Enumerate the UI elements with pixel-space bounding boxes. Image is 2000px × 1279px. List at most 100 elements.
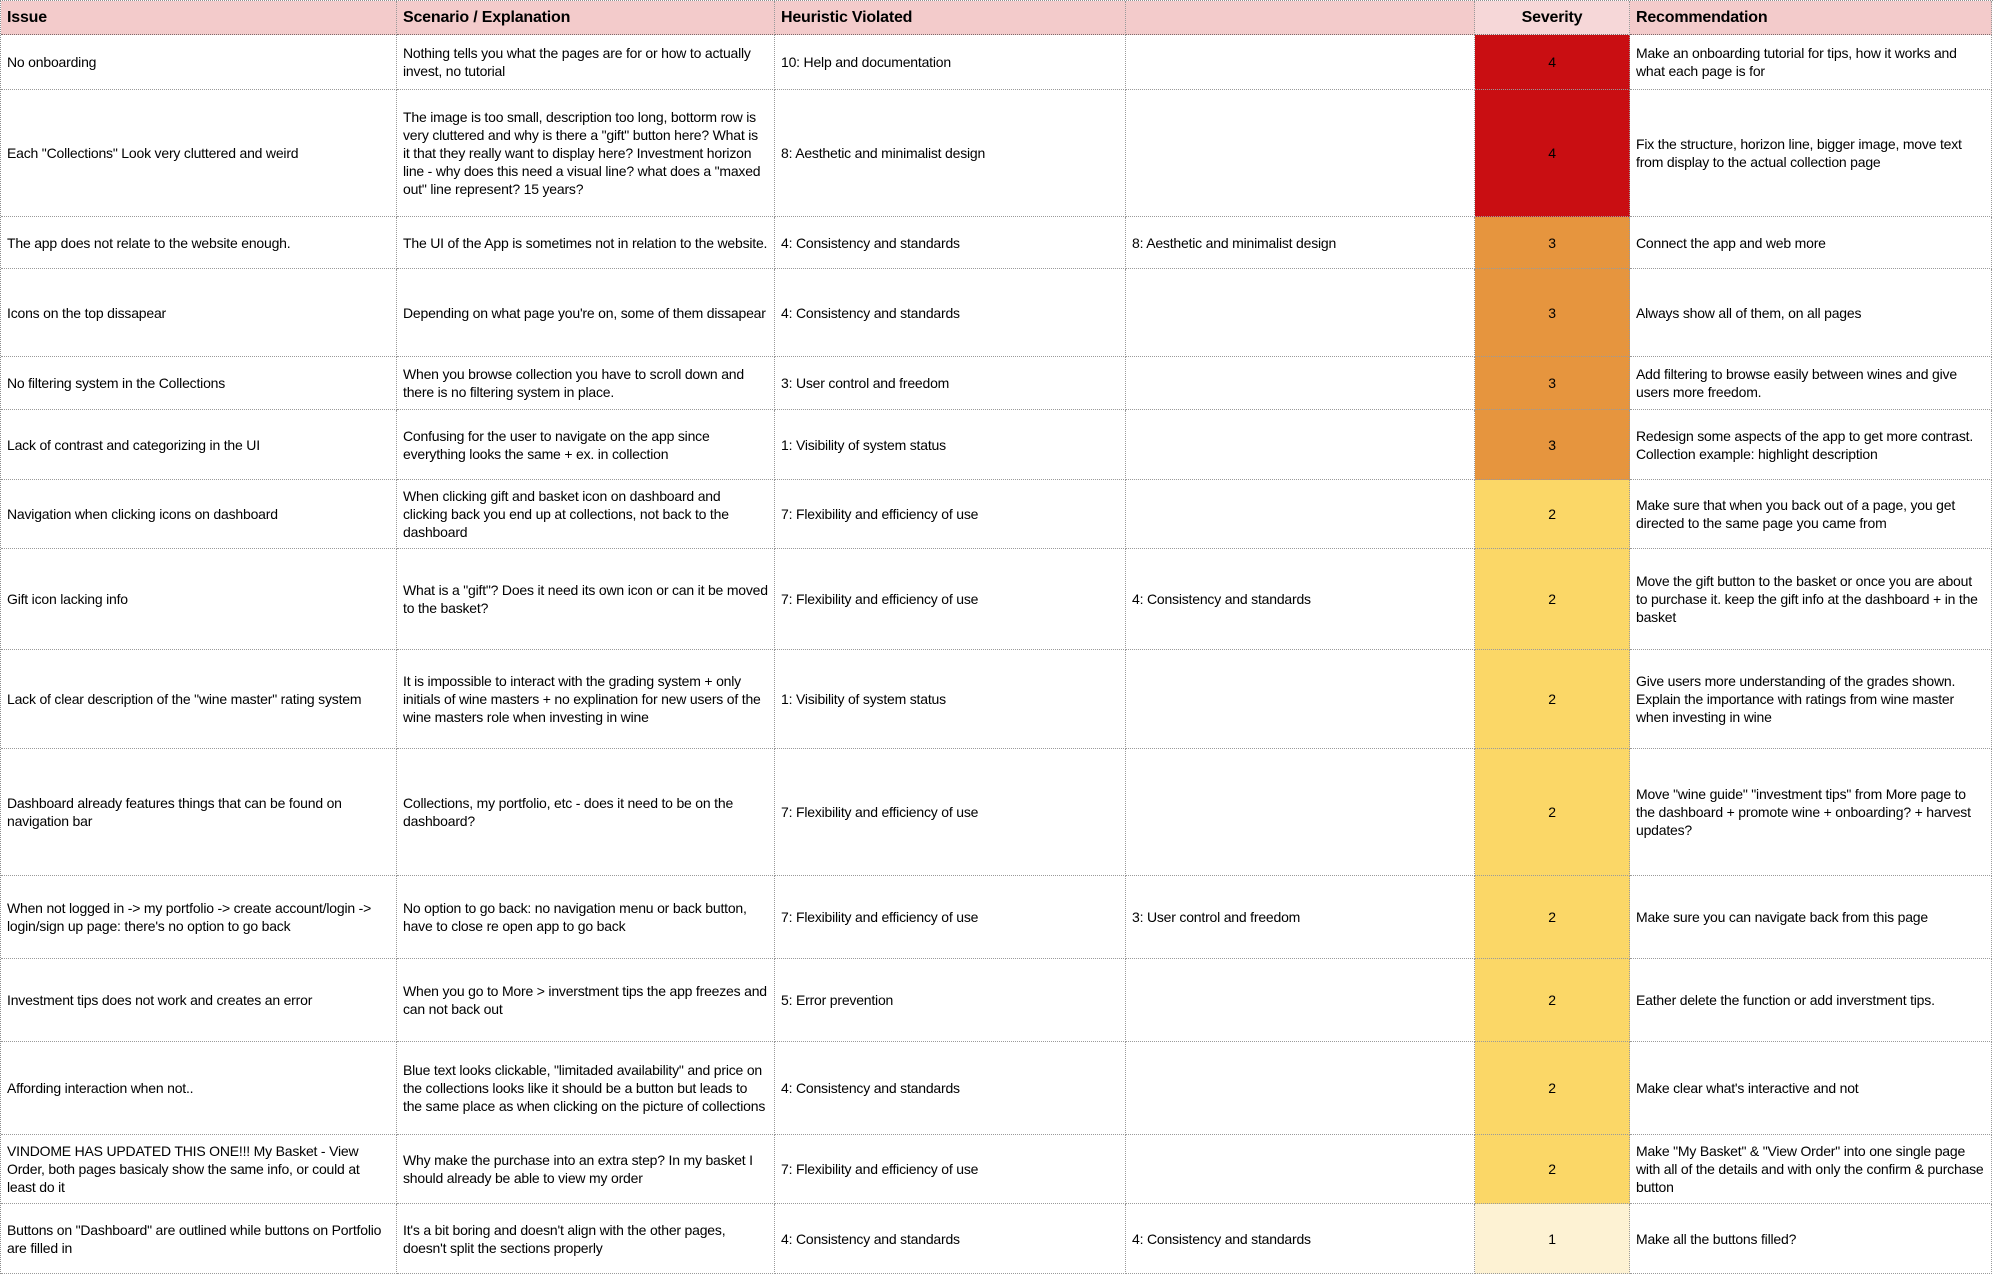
heuristic-2-cell: 3: User control and freedom	[1126, 876, 1475, 959]
heuristic-2-cell	[1126, 357, 1475, 410]
table-row: Icons on the top dissapear Depending on …	[1, 269, 1993, 357]
issue-cell: Affording interaction when not..	[1, 1042, 397, 1135]
severity-cell: 3	[1475, 410, 1630, 480]
scenario-cell: When you go to More > inverstment tips t…	[397, 959, 775, 1042]
header-scenario: Scenario / Explanation	[397, 1, 775, 35]
scenario-cell: The image is too small, description too …	[397, 90, 775, 217]
table-row: No onboarding Nothing tells you what the…	[1, 35, 1993, 90]
severity-cell: 2	[1475, 1135, 1630, 1204]
scenario-cell: What is a "gift"? Does it need its own i…	[397, 549, 775, 650]
recommendation-cell: Move "wine guide" "investment tips" from…	[1630, 749, 1992, 876]
heuristic-cell: 3: User control and freedom	[775, 357, 1126, 410]
scenario-cell: When you browse collection you have to s…	[397, 357, 775, 410]
scenario-cell: Confusing for the user to navigate on th…	[397, 410, 775, 480]
heuristic-cell: 4: Consistency and standards	[775, 217, 1126, 269]
heuristic-cell: 4: Consistency and standards	[775, 1042, 1126, 1135]
recommendation-cell: Make all the buttons filled?	[1630, 1204, 1992, 1274]
scenario-cell: It's a bit boring and doesn't align with…	[397, 1204, 775, 1274]
issue-cell: The app does not relate to the website e…	[1, 217, 397, 269]
issue-cell: Buttons on "Dashboard" are outlined whil…	[1, 1204, 397, 1274]
table-row: Affording interaction when not.. Blue te…	[1, 1042, 1993, 1135]
header-recommendation: Recommendation	[1630, 1, 1992, 35]
heuristic-cell: 8: Aesthetic and minimalist design	[775, 90, 1126, 217]
table-header-row: Issue Scenario / Explanation Heuristic V…	[1, 1, 1993, 35]
severity-cell: 2	[1475, 876, 1630, 959]
heuristic-2-cell	[1126, 650, 1475, 749]
severity-cell: 2	[1475, 1042, 1630, 1135]
recommendation-cell: Always show all of them, on all pages	[1630, 269, 1992, 357]
severity-cell: 3	[1475, 217, 1630, 269]
table-row: Dashboard already features things that c…	[1, 749, 1993, 876]
recommendation-cell: Move the gift button to the basket or on…	[1630, 549, 1992, 650]
scenario-cell: When clicking gift and basket icon on da…	[397, 480, 775, 549]
scenario-cell: It is impossible to interact with the gr…	[397, 650, 775, 749]
recommendation-cell: Make "My Basket" & "View Order" into one…	[1630, 1135, 1992, 1204]
scenario-cell: Why make the purchase into an extra step…	[397, 1135, 775, 1204]
scenario-cell: No option to go back: no navigation menu…	[397, 876, 775, 959]
severity-cell: 4	[1475, 90, 1630, 217]
issue-cell: No onboarding	[1, 35, 397, 90]
heuristic-2-cell: 8: Aesthetic and minimalist design	[1126, 217, 1475, 269]
table-row: VINDOME HAS UPDATED THIS ONE!!! My Baske…	[1, 1135, 1993, 1204]
heuristic-2-cell	[1126, 1042, 1475, 1135]
heuristic-2-cell: 4: Consistency and standards	[1126, 1204, 1475, 1274]
severity-cell: 2	[1475, 749, 1630, 876]
recommendation-cell: Connect the app and web more	[1630, 217, 1992, 269]
table-row: Gift icon lacking info What is a "gift"?…	[1, 549, 1993, 650]
table-row: No filtering system in the Collections W…	[1, 357, 1993, 410]
severity-cell: 1	[1475, 1204, 1630, 1274]
heuristic-2-cell	[1126, 269, 1475, 357]
recommendation-cell: Fix the structure, horizon line, bigger …	[1630, 90, 1992, 217]
table-row: Buttons on "Dashboard" are outlined whil…	[1, 1204, 1993, 1274]
table-row: Each "Collections" Look very cluttered a…	[1, 90, 1993, 217]
severity-cell: 2	[1475, 480, 1630, 549]
recommendation-cell: Redesign some aspects of the app to get …	[1630, 410, 1992, 480]
heuristic-2-cell: 4: Consistency and standards	[1126, 549, 1475, 650]
recommendation-cell: Make clear what's interactive and not	[1630, 1042, 1992, 1135]
severity-cell: 4	[1475, 35, 1630, 90]
heuristic-cell: 7: Flexibility and efficiency of use	[775, 480, 1126, 549]
issue-cell: When not logged in -> my portfolio -> cr…	[1, 876, 397, 959]
severity-cell: 3	[1475, 269, 1630, 357]
recommendation-cell: Make sure you can navigate back from thi…	[1630, 876, 1992, 959]
heuristic-cell: 4: Consistency and standards	[775, 269, 1126, 357]
issue-cell: Navigation when clicking icons on dashbo…	[1, 480, 397, 549]
scenario-cell: Collections, my portfolio, etc - does it…	[397, 749, 775, 876]
recommendation-cell: Eather delete the function or add invers…	[1630, 959, 1992, 1042]
issue-cell: VINDOME HAS UPDATED THIS ONE!!! My Baske…	[1, 1135, 397, 1204]
severity-cell: 2	[1475, 959, 1630, 1042]
heuristic-2-cell	[1126, 410, 1475, 480]
heuristic-2-cell	[1126, 749, 1475, 876]
table-row: Lack of clear description of the "wine m…	[1, 650, 1993, 749]
heuristic-2-cell	[1126, 480, 1475, 549]
severity-cell: 2	[1475, 549, 1630, 650]
table-row: Investment tips does not work and create…	[1, 959, 1993, 1042]
recommendation-cell: Add filtering to browse easily between w…	[1630, 357, 1992, 410]
table-row: Lack of contrast and categorizing in the…	[1, 410, 1993, 480]
scenario-cell: Depending on what page you're on, some o…	[397, 269, 775, 357]
issue-cell: Icons on the top dissapear	[1, 269, 397, 357]
heuristic-2-cell	[1126, 90, 1475, 217]
table-row: Navigation when clicking icons on dashbo…	[1, 480, 1993, 549]
issue-cell: Lack of clear description of the "wine m…	[1, 650, 397, 749]
table-row: When not logged in -> my portfolio -> cr…	[1, 876, 1993, 959]
header-heuristic: Heuristic Violated	[775, 1, 1126, 35]
severity-cell: 3	[1475, 357, 1630, 410]
scenario-cell: Nothing tells you what the pages are for…	[397, 35, 775, 90]
heuristic-cell: 7: Flexibility and efficiency of use	[775, 749, 1126, 876]
recommendation-cell: Make sure that when you back out of a pa…	[1630, 480, 1992, 549]
severity-cell: 2	[1475, 650, 1630, 749]
heuristic-cell: 10: Help and documentation	[775, 35, 1126, 90]
heuristic-cell: 5: Error prevention	[775, 959, 1126, 1042]
heuristic-cell: 1: Visibility of system status	[775, 410, 1126, 480]
heuristic-cell: 7: Flexibility and efficiency of use	[775, 549, 1126, 650]
header-severity: Severity	[1475, 1, 1630, 35]
issue-cell: Lack of contrast and categorizing in the…	[1, 410, 397, 480]
table-row: The app does not relate to the website e…	[1, 217, 1993, 269]
heuristic-cell: 7: Flexibility and efficiency of use	[775, 876, 1126, 959]
scenario-cell: Blue text looks clickable, "limitaded av…	[397, 1042, 775, 1135]
recommendation-cell: Give users more understanding of the gra…	[1630, 650, 1992, 749]
heuristic-2-cell	[1126, 35, 1475, 90]
issue-cell: Each "Collections" Look very cluttered a…	[1, 90, 397, 217]
